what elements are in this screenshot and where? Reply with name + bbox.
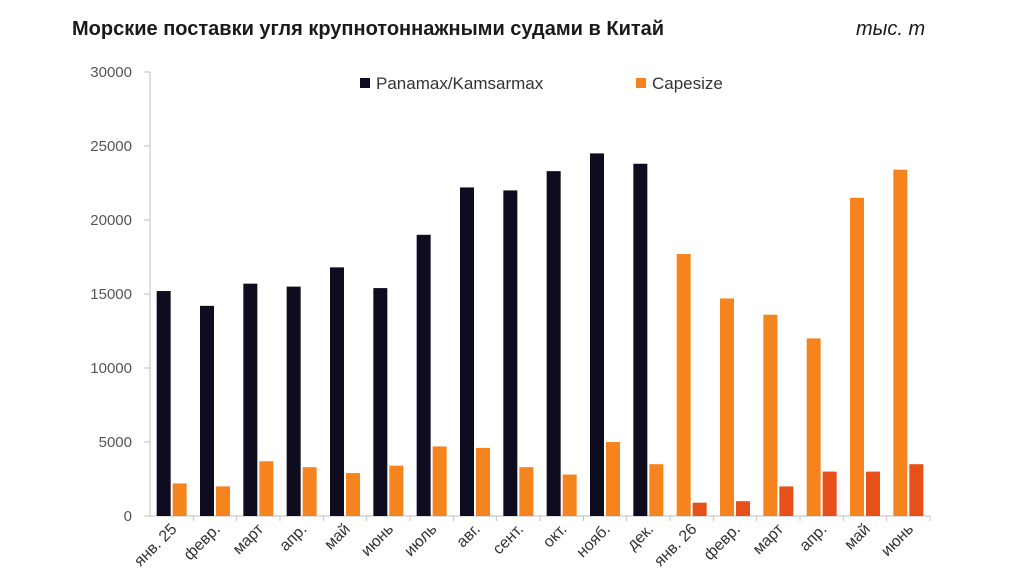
bar-panamax	[286, 286, 301, 516]
x-tick-label: янв. 25	[131, 521, 180, 570]
x-tick-label: июнь	[358, 521, 397, 560]
bar-panamax	[850, 197, 864, 517]
x-tick-label: февр.	[181, 521, 224, 564]
bar-capesize	[389, 465, 404, 516]
bar-panamax	[676, 254, 691, 517]
legend-swatch-capesize	[636, 78, 646, 88]
bar-capesize	[216, 486, 230, 516]
bar-capesize	[909, 464, 924, 516]
bar-capesize	[432, 446, 447, 516]
bar-panamax	[763, 314, 778, 516]
unit-label: тыс. т	[856, 18, 926, 40]
x-tick-label: июль	[401, 521, 440, 560]
legend-label-capesize: Capesize	[652, 74, 723, 93]
bar-capesize	[346, 473, 360, 516]
bar-panamax	[806, 338, 821, 516]
x-tick-label: февр.	[701, 521, 744, 564]
x-tick-label: дек.	[624, 521, 657, 554]
bar-panamax	[243, 283, 258, 516]
x-tick-label: март	[750, 520, 788, 558]
y-tick-label: 10000	[90, 360, 132, 377]
x-tick-label: апр.	[277, 521, 311, 555]
bar-panamax	[460, 187, 474, 516]
y-tick-label: 20000	[90, 212, 132, 229]
bar-panamax	[720, 298, 734, 516]
bar-panamax	[546, 171, 561, 516]
bar-panamax	[503, 190, 518, 516]
y-tick-label: 25000	[90, 138, 132, 155]
x-tick-label: май	[841, 521, 873, 553]
bar-capesize	[259, 461, 274, 516]
bar-capesize	[866, 471, 880, 516]
x-tick-label: нояб.	[574, 521, 614, 561]
bar-capesize	[606, 442, 620, 516]
y-tick-label: 15000	[90, 286, 132, 303]
x-tick-label: окт.	[540, 521, 570, 551]
bar-panamax	[893, 169, 908, 516]
y-tick-label: 30000	[90, 64, 132, 81]
bar-capesize	[519, 467, 534, 516]
x-tick-label: авг.	[454, 521, 484, 551]
bar-panamax	[373, 288, 388, 516]
x-tick-label: май	[321, 521, 353, 553]
bar-capesize	[692, 502, 707, 516]
legend-label-panamax: Panamax/Kamsarmax	[376, 74, 544, 93]
bar-capesize	[736, 501, 750, 516]
bar-panamax	[633, 163, 648, 516]
bar-capesize	[649, 464, 664, 516]
x-tick-label: сент.	[490, 521, 527, 558]
x-tick-label: янв. 26	[651, 521, 700, 570]
bar-capesize	[779, 486, 794, 516]
legend-swatch-panamax	[360, 78, 370, 88]
bar-panamax	[416, 234, 431, 517]
y-tick-label: 5000	[99, 434, 132, 451]
chart-title: Морские поставки угля крупнотоннажными с…	[72, 18, 665, 40]
bar-capesize	[562, 474, 577, 516]
bar-capesize	[172, 483, 187, 516]
bar-panamax	[200, 305, 214, 516]
bar-capesize	[302, 467, 317, 516]
x-tick-label: март	[230, 520, 268, 558]
bar-capesize	[476, 447, 490, 516]
bar-panamax	[330, 267, 344, 516]
bar-panamax	[156, 291, 171, 516]
x-tick-label: апр.	[797, 521, 831, 555]
bar-capesize	[822, 471, 837, 516]
y-tick-label: 0	[124, 508, 132, 525]
x-tick-label: июнь	[878, 521, 917, 560]
bar-panamax	[590, 153, 604, 516]
